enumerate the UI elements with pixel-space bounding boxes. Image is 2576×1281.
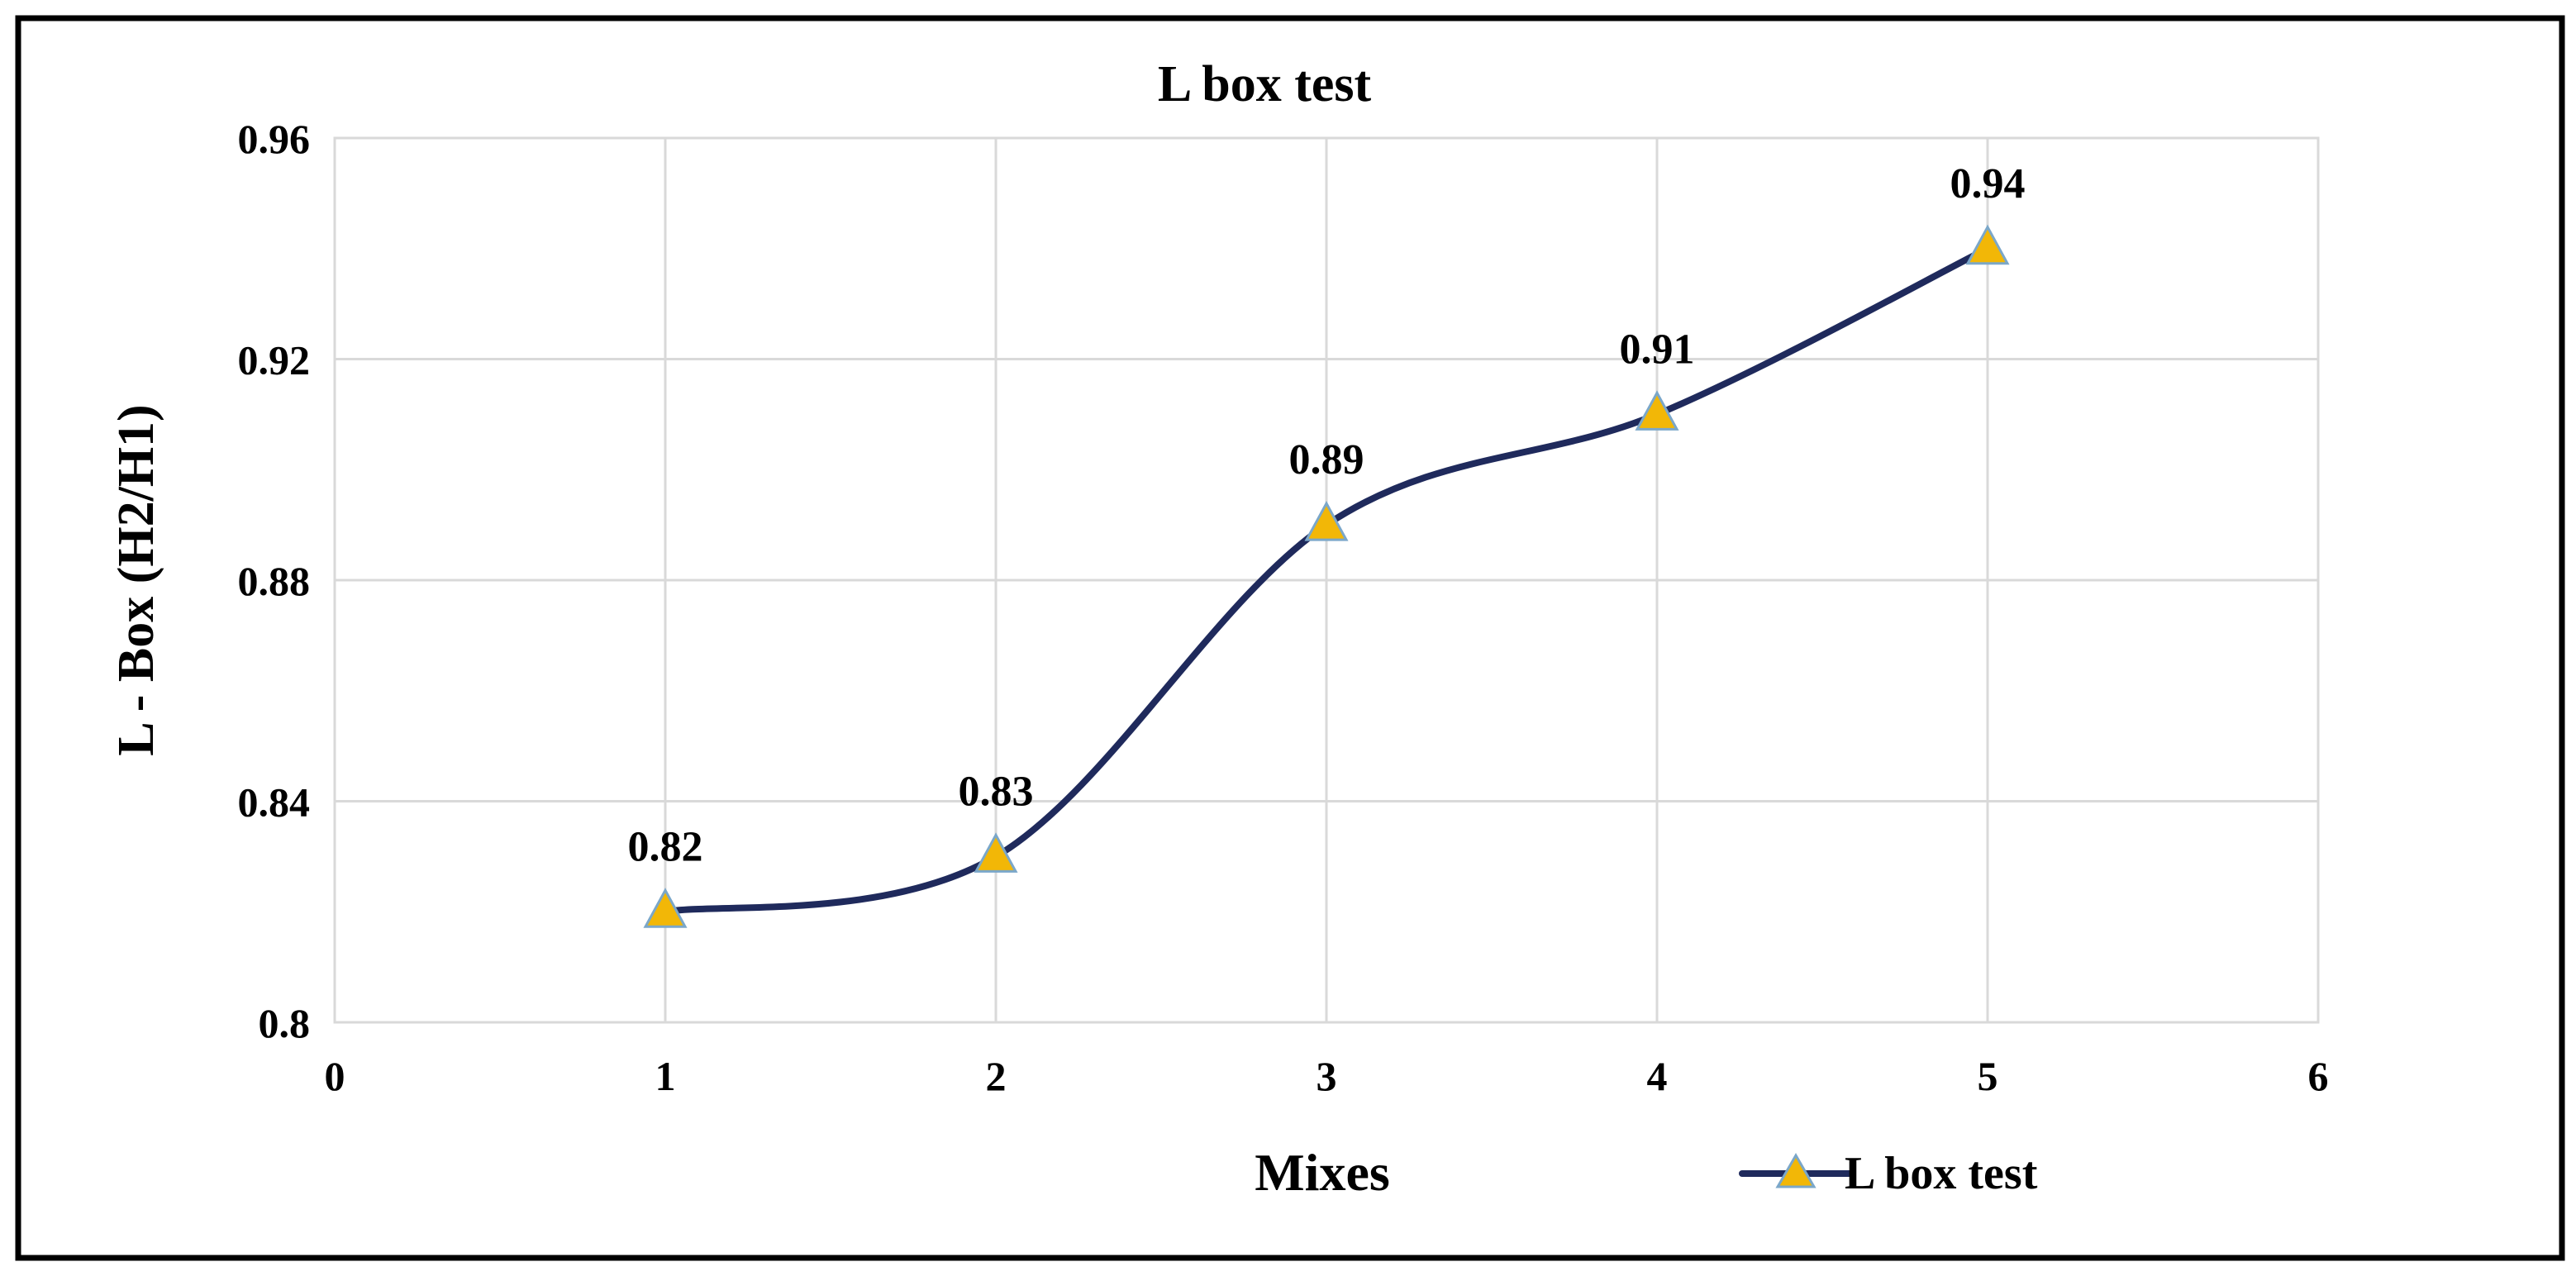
data-label: 0.91: [1620, 326, 1695, 373]
y-tick-label: 0.96: [238, 116, 311, 162]
data-point-marker: [1635, 390, 1679, 431]
y-tick-label: 0.92: [238, 337, 311, 383]
x-tick-label: 5: [1978, 1053, 1998, 1099]
data-label: 0.94: [1950, 160, 2026, 207]
y-tick-label: 0.84: [238, 779, 311, 826]
plot-area-border: [333, 136, 2320, 1024]
x-tick-label: 4: [1647, 1053, 1668, 1099]
x-axis-label: Mixes: [1255, 1143, 1390, 1202]
data-label: 0.82: [628, 823, 703, 870]
series-layer: [643, 224, 2010, 928]
data-point-marker: [1304, 500, 1349, 541]
legend-marker: [1775, 1153, 1817, 1188]
x-tick-label: 0: [325, 1053, 345, 1099]
data-labels: 0.82 0.83 0.89 0.91 0.94: [628, 160, 2026, 871]
axis-ticks: 0 1 2 3 4 5 6 0.8 0.84 0.88 0.92 0.96: [238, 116, 2329, 1099]
data-point-marker: [1965, 224, 2010, 265]
chart-border: [15, 15, 2565, 1261]
x-tick-label: 6: [2308, 1053, 2329, 1099]
x-tick-label: 2: [986, 1053, 1007, 1099]
y-axis-label: L - Box (H2/H1): [108, 404, 164, 755]
data-point-marker: [643, 888, 688, 928]
legend-label: L box test: [1845, 1148, 2038, 1199]
legend: L box test: [1739, 1148, 2038, 1199]
x-tick-label: 3: [1317, 1053, 1337, 1099]
chart-title: L box test: [1158, 56, 1372, 112]
y-tick-label: 0.8: [259, 1000, 311, 1046]
data-point-marker: [974, 832, 1018, 873]
data-label: 0.89: [1289, 436, 1364, 483]
y-tick-label: 0.88: [238, 558, 311, 604]
data-label: 0.83: [959, 768, 1034, 815]
x-tick-label: 1: [655, 1053, 676, 1099]
